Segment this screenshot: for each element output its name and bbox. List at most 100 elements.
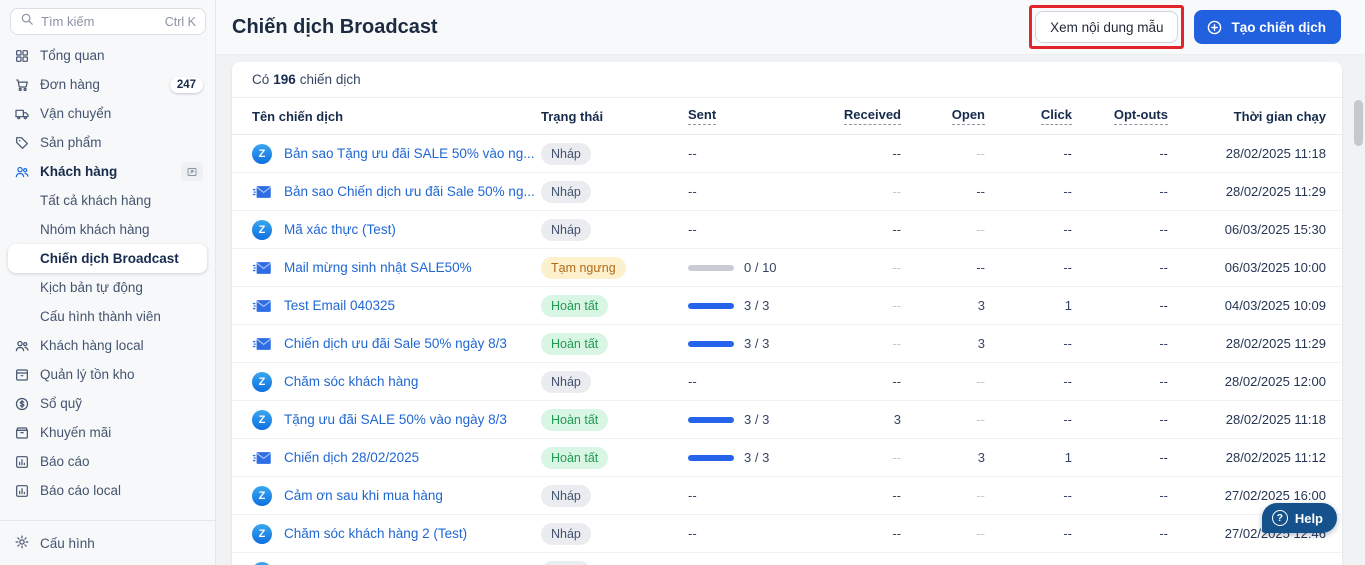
status-badge: Nháp xyxy=(541,522,591,545)
search-field[interactable] xyxy=(41,14,158,29)
progress-bar xyxy=(688,454,734,461)
table-row[interactable]: Z Tặng ưu đãi SALE 50% vào ngày 8/3 Hoàn … xyxy=(232,401,1342,439)
sidebar-item-quan-ly-ton-kho[interactable]: Quản lý tồn kho xyxy=(0,360,215,389)
column-header-runtime: Thời gian chạy xyxy=(1233,108,1326,124)
table-row[interactable]: Z Mã xác thực (Test) Nháp -- -- -- -- -- … xyxy=(232,211,1342,249)
status-badge: Hoàn tất xyxy=(541,408,609,431)
campaign-name-link[interactable]: Tặng ưu đãi SALE 50% vào ngày 8/3 xyxy=(284,412,507,427)
search-icon xyxy=(20,12,34,31)
table-row[interactable]: Test Email 040325 Hoàn tất 3 / 3 -- 3 1 … xyxy=(232,287,1342,325)
table-row[interactable]: Bản sao Chiến dịch ưu đãi Sale 50% ng...… xyxy=(232,173,1342,211)
campaign-name-link[interactable]: Chiến dịch ưu đãi Sale 50% ngày 8/3 xyxy=(284,336,507,351)
table-row[interactable]: Z Cảm ơn sau khi mua hàng Nháp -- -- -- -… xyxy=(232,477,1342,515)
sidebar-item-label: Quản lý tồn kho xyxy=(40,367,135,382)
view-sample-content-button[interactable]: Xem nội dung mẫu xyxy=(1035,11,1179,43)
column-header-optouts[interactable]: Opt-outs xyxy=(1072,107,1168,125)
order-count-badge: 247 xyxy=(169,76,203,93)
zalo-icon: Z xyxy=(252,561,272,565)
campaign-name-link[interactable]: Cảm ơn sau khi mua hàng xyxy=(284,488,443,503)
help-label: Help xyxy=(1294,510,1323,526)
campaign-name-link[interactable]: Test Email 040325 xyxy=(284,298,396,313)
box-icon xyxy=(14,367,30,383)
status-badge: Hoàn tất xyxy=(541,446,609,469)
sidebar-item-san-pham[interactable]: Sản phẩm xyxy=(0,128,215,157)
status-badge: Nháp xyxy=(541,142,591,165)
table-row[interactable]: ZChiến dịch khách hàng Nháp -- -- -- -- … xyxy=(232,553,1342,565)
runtime-cell: 06/03/2025 10:00 xyxy=(1224,260,1326,275)
sidebar-item-bao-cao-local[interactable]: Báo cáo local xyxy=(0,476,215,505)
page-title: Chiến dịch Broadcast xyxy=(232,15,438,38)
status-badge: Nháp xyxy=(541,370,591,393)
sidebar-item-label: Cấu hình xyxy=(40,535,95,551)
sidebar: Ctrl K Tổng quan Đơn hàng 247 Vận chuyển… xyxy=(0,0,216,565)
main-content: Chiến dịch Broadcast Xem nội dung mẫu Tạ… xyxy=(216,0,1365,565)
runtime-cell: 28/02/2025 11:12 xyxy=(1225,450,1326,465)
coin-icon xyxy=(14,396,30,412)
column-header-sent[interactable]: Sent xyxy=(688,107,808,125)
sidebar-item-kich-ban-tu-dong[interactable]: Kịch bản tự động xyxy=(0,273,215,302)
sidebar-item-tat-ca-khach-hang[interactable]: Tất cả khách hàng xyxy=(0,186,215,215)
email-icon xyxy=(252,334,272,354)
sidebar-item-cau-hinh-thanh-vien[interactable]: Cấu hình thành viên xyxy=(0,302,215,331)
sidebar-item-label: Khách hàng xyxy=(40,164,118,179)
search-shortcut: Ctrl K xyxy=(164,14,196,29)
create-campaign-button[interactable]: Tạo chiến dịch xyxy=(1194,10,1341,44)
campaign-name-link[interactable]: Chăm sóc khách hàng xyxy=(284,374,419,389)
table-row[interactable]: Chiến dịch ưu đãi Sale 50% ngày 8/3 Hoàn… xyxy=(232,325,1342,363)
create-campaign-label: Tạo chiến dịch xyxy=(1231,19,1326,35)
scrollbar-thumb[interactable] xyxy=(1354,100,1363,146)
runtime-cell: 28/02/2025 11:29 xyxy=(1225,184,1326,199)
runtime-cell: 04/03/2025 10:09 xyxy=(1224,298,1326,313)
sidebar-item-cau-hinh[interactable]: Cấu hình xyxy=(0,520,215,565)
status-badge: Nháp xyxy=(541,218,591,241)
zalo-icon: Z xyxy=(252,485,272,506)
question-mark-icon: ? xyxy=(1271,510,1288,526)
sidebar-item-chien-dich-broadcast[interactable]: Chiến dịch Broadcast xyxy=(8,244,207,273)
progress-bar xyxy=(688,340,734,347)
sidebar-item-label: Chiến dịch Broadcast xyxy=(40,251,179,266)
plus-circle-icon xyxy=(1206,19,1223,36)
email-icon xyxy=(252,448,272,468)
sidebar-item-label: Tổng quan xyxy=(40,48,105,63)
table-row[interactable]: Z Bản sao Tặng ưu đãi SALE 50% vào ng... … xyxy=(232,135,1342,173)
sidebar-item-van-chuyen[interactable]: Vận chuyển xyxy=(0,99,215,128)
campaign-name-link[interactable]: Chiến dịch 28/02/2025 xyxy=(284,450,420,465)
table-header-row: Tên chiến dịch Trạng thái Sent Received … xyxy=(232,98,1342,135)
bar-chart-icon xyxy=(14,483,30,499)
sidebar-item-khach-hang-local[interactable]: Khách hàng local xyxy=(0,331,215,360)
table-row[interactable]: Mail mừng sinh nhật SALE50% Tạm ngưng 0 … xyxy=(232,249,1342,287)
status-badge: Nháp xyxy=(541,180,591,203)
email-icon xyxy=(252,258,272,278)
sidebar-item-don-hang[interactable]: Đơn hàng 247 xyxy=(0,70,215,99)
status-badge: Hoàn tất xyxy=(541,332,609,355)
status-badge: Nháp xyxy=(541,560,591,565)
campaign-name-link[interactable]: Mail mừng sinh nhật SALE50% xyxy=(284,260,472,275)
sidebar-nav: Tổng quan Đơn hàng 247 Vận chuyển Sản ph… xyxy=(0,41,215,505)
table-row[interactable]: Z Chăm sóc khách hàng 2 (Test) Nháp -- --… xyxy=(232,515,1342,553)
campaign-name-link[interactable]: Bản sao Chiến dịch ưu đãi Sale 50% ng... xyxy=(284,184,535,199)
sidebar-item-label: Khách hàng local xyxy=(40,338,144,353)
status-badge: Tạm ngưng xyxy=(541,256,626,279)
search-input[interactable]: Ctrl K xyxy=(10,8,206,35)
campaign-name-link[interactable]: Bản sao Tặng ưu đãi SALE 50% vào ng... xyxy=(284,146,535,161)
column-header-click[interactable]: Click xyxy=(985,107,1072,125)
tag-icon xyxy=(14,135,30,151)
popout-icon[interactable] xyxy=(181,162,203,181)
progress-bar xyxy=(688,416,734,423)
grid-icon xyxy=(14,48,30,64)
column-header-open[interactable]: Open xyxy=(901,107,985,125)
table-row[interactable]: Chiến dịch 28/02/2025 Hoàn tất 3 / 3 -- … xyxy=(232,439,1342,477)
sidebar-item-khach-hang[interactable]: Khách hàng xyxy=(0,157,215,186)
sidebar-item-tong-quan[interactable]: Tổng quan xyxy=(0,41,215,70)
sidebar-item-so-quy[interactable]: Sổ quỹ xyxy=(0,389,215,418)
sidebar-item-nhom-khach-hang[interactable]: Nhóm khách hàng xyxy=(0,215,215,244)
sidebar-item-bao-cao[interactable]: Báo cáo xyxy=(0,447,215,476)
sidebar-item-khuyen-mai[interactable]: Khuyến mãi xyxy=(0,418,215,447)
campaign-name-link[interactable]: Chăm sóc khách hàng 2 (Test) xyxy=(284,526,468,541)
sidebar-item-label: Nhóm khách hàng xyxy=(40,222,150,237)
column-header-received[interactable]: Received xyxy=(808,107,901,125)
help-button[interactable]: ? Help xyxy=(1261,503,1337,533)
table-row[interactable]: Z Chăm sóc khách hàng Nháp -- -- -- -- --… xyxy=(232,363,1342,401)
campaign-name-link[interactable]: Mã xác thực (Test) xyxy=(284,222,396,237)
users-icon xyxy=(14,338,30,354)
